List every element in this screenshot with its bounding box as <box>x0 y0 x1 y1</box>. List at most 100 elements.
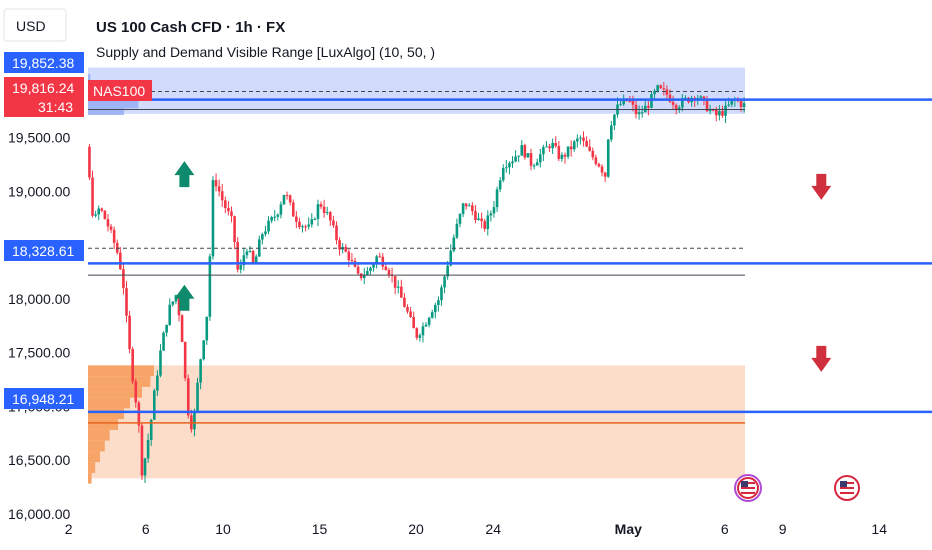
candle <box>677 107 681 110</box>
candle <box>230 211 233 217</box>
candle <box>298 221 301 227</box>
candle <box>128 315 131 350</box>
candle <box>251 251 255 263</box>
candle <box>375 256 378 265</box>
candle <box>523 145 527 158</box>
candle <box>350 260 354 262</box>
arrow-up-shape <box>174 161 195 188</box>
x-tick-label: 24 <box>485 521 501 537</box>
candle <box>647 105 650 108</box>
candle <box>495 189 499 208</box>
demand-profile-bar <box>88 419 118 430</box>
currency-button[interactable]: USD <box>16 18 46 34</box>
candle <box>196 382 199 412</box>
candle <box>103 210 107 220</box>
candle <box>91 177 94 216</box>
candle <box>137 402 141 426</box>
candle <box>63 159 66 160</box>
candle <box>162 332 165 351</box>
candle <box>307 224 310 227</box>
us-flag-icon[interactable] <box>734 474 762 502</box>
candle <box>183 342 187 379</box>
candle <box>409 311 412 317</box>
candle <box>418 335 422 338</box>
candle <box>254 256 258 263</box>
candle <box>508 163 511 168</box>
candle <box>742 103 746 108</box>
candle <box>125 288 128 316</box>
candle <box>186 378 190 416</box>
candle <box>563 154 567 157</box>
candle <box>214 180 218 187</box>
candle <box>705 98 709 112</box>
svg-text:18,328.61: 18,328.61 <box>12 243 74 259</box>
candle <box>631 101 635 105</box>
candle <box>282 195 286 205</box>
candle <box>474 211 477 221</box>
candle <box>329 212 332 221</box>
supply-profile-bar <box>88 74 91 83</box>
us-flag-icon[interactable] <box>834 475 860 501</box>
candle <box>131 349 134 382</box>
arrow-up-shape <box>174 284 195 311</box>
candle <box>279 204 283 215</box>
candle <box>603 172 607 177</box>
candle <box>600 166 604 173</box>
candle <box>489 213 493 216</box>
candle <box>650 94 653 108</box>
candle <box>285 195 289 197</box>
candle <box>659 85 663 89</box>
candle <box>467 205 471 207</box>
x-tick-label: 15 <box>312 521 328 537</box>
candle <box>486 215 490 229</box>
svg-text:19,816.24: 19,816.24 <box>12 80 74 96</box>
candle <box>557 146 561 159</box>
candle <box>193 411 196 430</box>
candle <box>702 96 706 99</box>
candle <box>310 219 314 225</box>
candle <box>70 151 73 152</box>
y-tick-label: 16,500.00 <box>8 452 70 468</box>
candle <box>149 419 153 440</box>
candle <box>316 204 320 219</box>
candle <box>461 203 465 214</box>
currency-button-frame[interactable] <box>3 8 67 42</box>
indicator-label[interactable]: Supply and Demand Visible Range [LuxAlgo… <box>96 44 435 60</box>
price-tag-level-low: 16,948.21 <box>4 388 84 409</box>
candle <box>443 276 446 288</box>
candle <box>106 219 110 227</box>
candle <box>270 217 273 221</box>
demand-profile-bar <box>88 429 110 441</box>
candle <box>477 218 480 221</box>
candle <box>245 251 249 256</box>
chart-title: US 100 Cash CFD · 1h · FX <box>96 19 285 36</box>
demand-profile-bar <box>88 462 96 473</box>
candle <box>156 375 159 391</box>
candle <box>273 216 277 218</box>
candle <box>665 89 669 95</box>
demand-profile-bar <box>88 440 105 452</box>
candle <box>396 286 400 288</box>
candle <box>681 98 684 108</box>
candle <box>613 114 616 126</box>
arrow-down-shape <box>811 173 832 200</box>
candle <box>542 147 545 155</box>
candle <box>718 111 721 116</box>
candle <box>57 165 60 166</box>
candle <box>434 304 437 313</box>
x-tick-label: 14 <box>871 521 887 537</box>
candle <box>572 141 576 150</box>
candle <box>721 111 724 116</box>
demand-profile-bar <box>88 376 151 387</box>
candle <box>619 104 622 106</box>
candle <box>400 286 403 298</box>
candle <box>304 226 307 228</box>
x-tick-label: 10 <box>215 521 231 537</box>
candle <box>739 101 743 108</box>
supply-profile-bar <box>88 99 139 109</box>
candle <box>217 186 221 192</box>
candle <box>159 350 162 376</box>
svg-text:16,948.21: 16,948.21 <box>12 391 74 407</box>
